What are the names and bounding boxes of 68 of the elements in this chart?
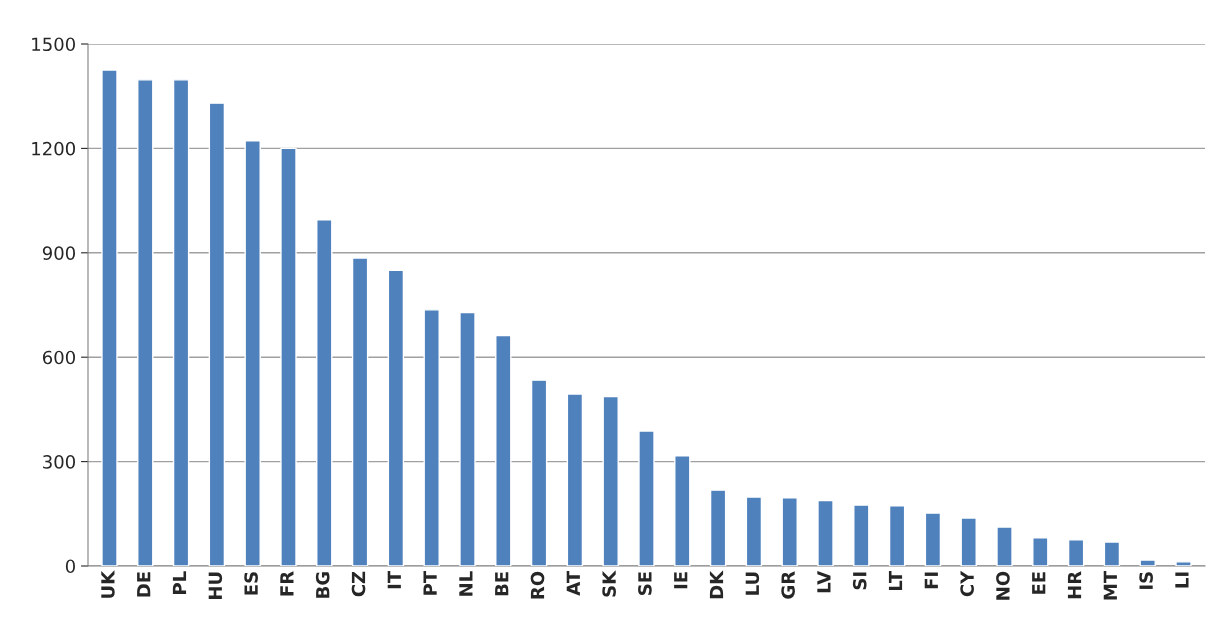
- x-tick-label: FR: [280, 571, 294, 596]
- bar: [817, 499, 834, 566]
- bar: [960, 517, 977, 566]
- bar: [316, 219, 333, 566]
- x-tick-label: CZ: [351, 571, 366, 597]
- x-tick-label: EE: [1032, 572, 1046, 594]
- bar: [674, 454, 691, 566]
- x-tick-label: BE: [495, 572, 509, 596]
- bar: [208, 102, 226, 566]
- x-tick-label: UK: [101, 570, 115, 598]
- x-tick-label: ES: [244, 572, 258, 595]
- x-tick-label: DE: [137, 572, 151, 597]
- bar: [602, 395, 619, 566]
- x-tick-label: SK: [602, 570, 616, 597]
- x-tick-label: GR: [781, 571, 795, 599]
- bar: [137, 79, 154, 566]
- bar: [387, 269, 405, 566]
- x-tick-label: AT: [566, 570, 580, 596]
- x-tick-label: LV: [817, 570, 831, 593]
- bar: [495, 334, 512, 566]
- x-tick-label: HR: [1067, 571, 1082, 599]
- bar: [101, 69, 118, 566]
- y-tick-label: 600: [42, 350, 75, 365]
- bar: [853, 504, 870, 566]
- x-tick-label: IS: [1139, 572, 1153, 589]
- bar: [244, 140, 261, 566]
- x-tick-label: PL: [172, 571, 187, 594]
- x-tick-label: SE: [638, 572, 652, 595]
- y-tick-label: 1200: [32, 141, 75, 156]
- x-tick-label: IE: [674, 572, 688, 589]
- x-tick-label: NO: [996, 571, 1010, 600]
- bar: [1032, 537, 1049, 566]
- y-tick-label: 900: [42, 246, 75, 260]
- x-tick-label: MT: [1103, 570, 1117, 600]
- bar: [1103, 541, 1121, 566]
- y-tick-label: 1500: [32, 37, 75, 52]
- x-tick-label: LT: [888, 570, 903, 591]
- bar: [638, 430, 655, 566]
- bar: [888, 505, 906, 566]
- x-tick-label: CY: [960, 570, 974, 597]
- bar: [280, 147, 297, 566]
- bar: [996, 526, 1013, 566]
- bar: [566, 393, 584, 566]
- y-tick-label: 300: [43, 455, 75, 469]
- bar: [172, 79, 190, 566]
- bar: [709, 489, 727, 566]
- bar: [459, 311, 476, 566]
- y-tick-label: 0: [65, 559, 75, 574]
- bar: [745, 496, 763, 566]
- bar: [1175, 561, 1192, 566]
- x-tick-label: FI: [924, 572, 938, 589]
- x-tick-label: LI: [1175, 572, 1189, 588]
- bar: [351, 257, 369, 566]
- bar: [1067, 539, 1085, 566]
- bar: [423, 309, 440, 566]
- x-tick-label: IT: [387, 570, 401, 589]
- bar: [781, 497, 798, 566]
- x-tick-label: HU: [208, 572, 223, 599]
- bar: [530, 379, 548, 566]
- x-tick-label: BG: [315, 572, 330, 598]
- bar: [924, 512, 942, 566]
- x-tick-label: NL: [459, 571, 473, 596]
- x-tick-label: SI: [852, 572, 867, 590]
- bar: [1139, 559, 1156, 566]
- x-tick-label: LU: [745, 572, 760, 595]
- x-tick-label: PT: [423, 570, 437, 595]
- x-tick-label: RO: [530, 571, 545, 599]
- x-tick-label: DK: [709, 570, 724, 599]
